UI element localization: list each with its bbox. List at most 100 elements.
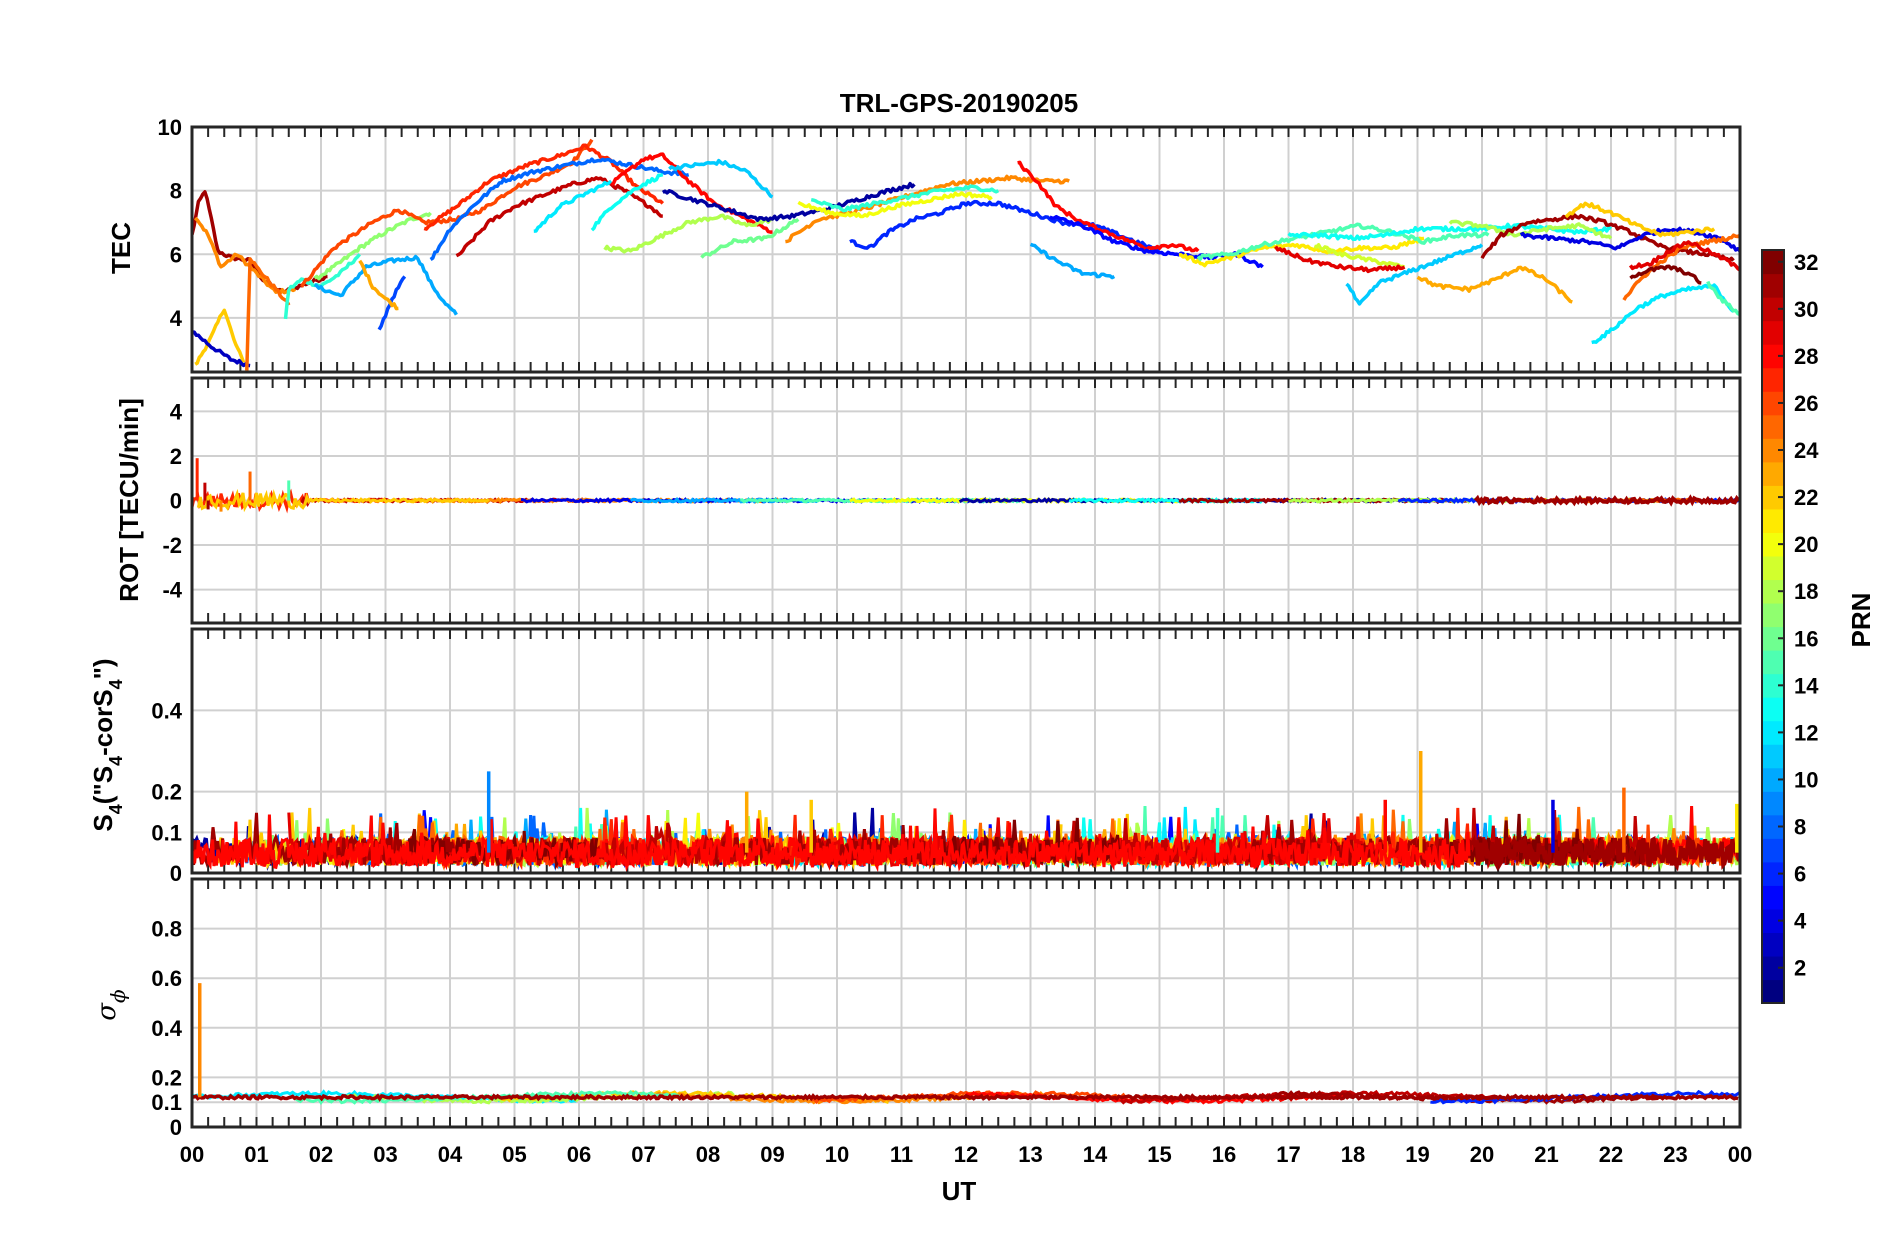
tec-line-prn-28: [1017, 160, 1200, 253]
ytick-label-rot: 2: [170, 444, 182, 469]
ytick-label-sigma: 0.8: [151, 917, 182, 942]
xtick-label: 07: [631, 1142, 655, 1167]
ytick-label-sigma: 0: [170, 1115, 182, 1140]
colorbar-step-13: [1762, 697, 1784, 722]
sigma-ylabel-symbol: σ: [92, 1002, 122, 1021]
ytick-label-tec: 10: [158, 115, 182, 140]
tec-ylabel: TEC: [106, 222, 136, 274]
s4-ylabel-rest2: -corS: [88, 689, 118, 755]
tec-line-prn-23: [358, 259, 399, 311]
colorbar-step-18: [1762, 579, 1784, 604]
xtick-label: 13: [1018, 1142, 1042, 1167]
tec-line-prn-27: [423, 143, 665, 231]
colorbar-step-24: [1762, 438, 1784, 463]
xtick-label: 05: [502, 1142, 526, 1167]
colorbar-tick-label: 30: [1794, 297, 1818, 322]
tec-line-prn-13: [590, 172, 664, 232]
colorbar-step-2: [1762, 955, 1784, 981]
xtick-label: 23: [1663, 1142, 1687, 1167]
colorbar-tick-label: 18: [1794, 579, 1818, 604]
colorbar-step-16: [1762, 626, 1784, 651]
panel-rot: -4 -2 0 2 4: [162, 376, 1742, 625]
colorbar-step-23: [1762, 461, 1784, 486]
colorbar-step-4: [1762, 908, 1784, 934]
colorbar-step-28: [1762, 344, 1784, 369]
xtick-label: 00: [1728, 1142, 1752, 1167]
chart-title: TRL-GPS-20190205: [840, 88, 1078, 118]
s4-ylabel-sub3: 4: [106, 679, 126, 689]
colorbar-step-32: [1762, 250, 1784, 275]
panel-border-rot: [190, 376, 1742, 625]
colorbar-step-7: [1762, 838, 1784, 863]
tec-series-group: [192, 138, 1740, 371]
xtick-label: 10: [825, 1142, 849, 1167]
colorbar-tick-label: 28: [1794, 344, 1818, 369]
ytick-label-rot: -4: [162, 578, 182, 603]
tec-line-prn-10: [1029, 242, 1116, 280]
colorbar-step-31: [1762, 273, 1784, 298]
colorbar-step-29: [1762, 320, 1784, 345]
colorbar-step-17: [1762, 602, 1784, 628]
tec-line-prn-11: [668, 158, 774, 199]
colorbar-tick-label: 2: [1794, 956, 1806, 981]
tec-line-prn-20: [797, 191, 993, 219]
tec-line-prn-6: [849, 199, 1161, 253]
s4-ylabel-main: S: [88, 814, 118, 831]
ytick-label-rot: 4: [170, 399, 183, 424]
xtick-label: 01: [244, 1142, 268, 1167]
panel-s4: 0 0.1 0.2 0.4: [151, 627, 1742, 886]
colorbar-step-3: [1762, 932, 1784, 957]
colorbar-step-11: [1762, 744, 1784, 769]
tec-line-prn-12: [533, 179, 613, 233]
tec-line-prn-4: [1519, 226, 1740, 253]
ytick-label-s4: 0.2: [151, 780, 182, 805]
xtick-label: 09: [760, 1142, 784, 1167]
tec-line-prn-14: [810, 184, 1000, 213]
tec-line-prn-19: [1313, 243, 1406, 269]
tec-line-prn-15: [1706, 280, 1740, 317]
colorbar-step-25: [1762, 414, 1784, 439]
xtick-label: 20: [1470, 1142, 1494, 1167]
ytick-label-tec: 4: [170, 306, 183, 331]
tec-line-prn-18: [603, 213, 773, 254]
colorbar-tick-label: 24: [1794, 438, 1819, 463]
xtick-label: 14: [1083, 1142, 1108, 1167]
tec-line-prn-14: [283, 253, 362, 320]
rot-series-group: [192, 458, 1740, 514]
s4-line-late: [1473, 833, 1740, 872]
xtick-label: 11: [890, 1142, 913, 1167]
xtick-label: 17: [1276, 1142, 1300, 1167]
colorbar-tick-label: 4: [1794, 909, 1807, 934]
sigma-series-group: [192, 983, 1740, 1105]
tec-line-prn-2: [661, 181, 916, 223]
ytick-label-tec: 6: [170, 242, 182, 267]
ytick-label-rot: -2: [162, 533, 182, 558]
panel-tec: 4 6 8 10: [158, 115, 1742, 374]
x-axis-label: UT: [942, 1176, 977, 1206]
colorbar-border: [1761, 249, 1785, 1004]
ytick-label-sigma: 0.4: [151, 1016, 182, 1041]
rot-ylabel: ROT [TECU/min]: [114, 398, 144, 602]
panel-sigma: 00.10.2 0.4 0.6 0.8: [151, 877, 1742, 1140]
colorbar-step-27: [1762, 367, 1784, 392]
sigma-ylabel-sub: ϕ: [106, 989, 130, 1003]
colorbar-label: PRN: [1846, 593, 1876, 648]
tec-line-prn-31: [1480, 213, 1735, 263]
tec-line-prn-13: [1287, 222, 1612, 242]
colorbar-step-21: [1762, 508, 1784, 533]
xtick-label: 12: [954, 1142, 978, 1167]
ytick-label-sigma: 0.6: [151, 966, 182, 991]
tec-line-prn-21: [1178, 236, 1425, 268]
xtick-label: 00: [180, 1142, 204, 1167]
colorbar-tick-label: 12: [1794, 720, 1818, 745]
colorbar-step-6: [1762, 861, 1784, 886]
ytick-label-s4: 0: [170, 861, 182, 886]
sigma-ylabel: σϕ: [92, 989, 130, 1021]
rot-line-late: [1473, 494, 1740, 507]
tec-line-prn-22: [194, 308, 246, 366]
xtick-label: 18: [1341, 1142, 1365, 1167]
xtick-label: 22: [1599, 1142, 1623, 1167]
xtick-label: 06: [567, 1142, 591, 1167]
